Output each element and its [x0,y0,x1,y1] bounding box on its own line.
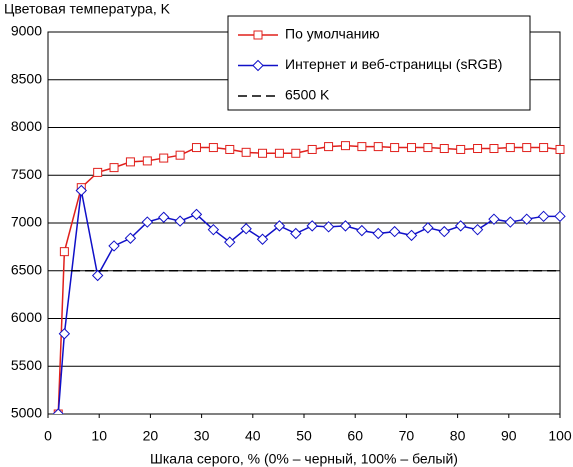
marker [124,232,137,244]
marker [93,167,103,177]
marker [356,224,368,237]
marker [274,148,284,158]
marker [438,225,450,238]
marker [58,328,71,340]
marker [372,227,384,240]
y-tick-label: 5000 [11,405,42,421]
marker [208,143,218,153]
marker [174,215,186,227]
marker [191,143,201,153]
marker [339,220,352,232]
marker [273,220,286,232]
marker [324,142,334,152]
x-tick-label: 80 [450,428,466,444]
x-tick-label: 100 [548,428,572,444]
marker [555,144,565,154]
marker [471,223,484,236]
marker [522,143,532,153]
legend-label: Интернет и веб-страницы (sRGB) [285,56,502,72]
y-tick-label: 5500 [11,357,42,373]
marker [537,210,550,223]
marker [109,163,119,173]
x-tick-label: 90 [501,428,517,444]
marker [423,143,433,153]
x-tick-label: 0 [44,428,52,444]
marker [373,142,383,152]
marker [489,144,499,154]
legend-marker [252,59,264,72]
marker [291,148,301,158]
marker [175,150,185,160]
marker [340,141,350,151]
marker [407,143,417,153]
marker [456,144,466,154]
marker [258,148,268,158]
marker [225,144,235,154]
x-tick-label: 60 [347,428,363,444]
marker [488,213,500,225]
x-axis-title: Шкала серого, % (0% – черный, 100% – бел… [150,451,458,467]
marker [290,227,302,240]
y-tick-label: 8500 [11,70,42,86]
marker [306,220,318,232]
marker [190,208,203,221]
marker [125,157,135,167]
marker [307,144,317,154]
marker [473,144,483,154]
marker [554,210,566,223]
marker [454,220,467,232]
y-tick-label: 9000 [11,23,42,39]
series-line [57,144,561,414]
y-tick-label: 7500 [11,166,42,182]
x-tick-label: 20 [143,428,159,444]
marker [141,216,154,228]
y-tick-label: 6000 [11,309,42,325]
x-tick-label: 50 [296,428,312,444]
marker [422,222,434,234]
marker [256,233,269,245]
marker [108,240,120,252]
marker [322,221,335,233]
legend-label: По умолчанию [285,26,380,42]
x-tick-label: 40 [245,428,261,444]
marker [390,143,400,153]
y-tick-label: 6500 [11,261,42,277]
marker [142,156,152,166]
marker [521,213,533,225]
x-tick-label: 10 [91,428,107,444]
marker [388,225,401,238]
marker [158,211,170,223]
marker [504,216,517,228]
marker [207,223,220,236]
x-tick-label: 30 [194,428,210,444]
marker [439,144,449,154]
marker [505,143,515,153]
marker [241,147,251,157]
legend-label: 6500 K [285,87,330,103]
marker [75,184,87,197]
marker [224,236,236,248]
marker [357,142,367,152]
y-tick-label: 8000 [11,118,42,134]
marker [52,408,64,414]
marker [159,153,169,163]
y-axis-title: Цветовая температура, K [4,1,171,17]
y-tick-label: 7000 [11,214,42,230]
marker [405,229,418,242]
marker [240,223,252,235]
x-tick-label: 70 [399,428,415,444]
marker [539,143,549,153]
marker [91,269,104,282]
legend-box [227,15,531,111]
legend-marker [253,30,263,40]
marker [59,247,69,257]
